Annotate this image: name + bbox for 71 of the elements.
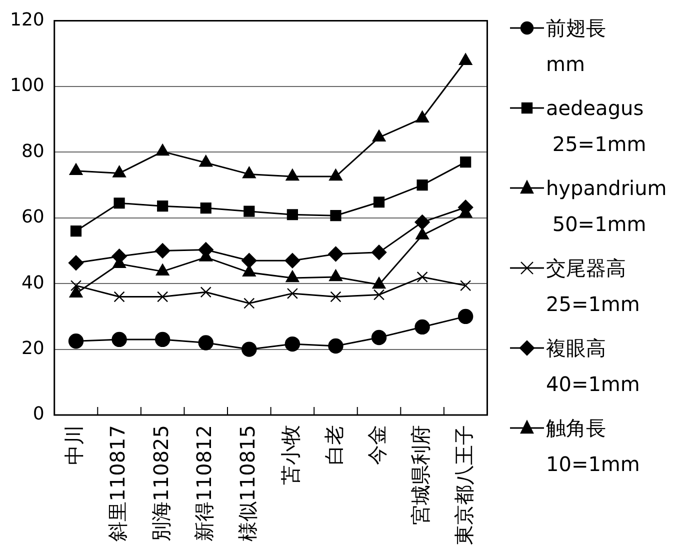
- legend-label: 複眼高 40=1mm: [546, 335, 640, 398]
- point: [70, 225, 82, 237]
- point: [329, 168, 342, 181]
- point: [242, 253, 257, 268]
- point: [371, 330, 387, 346]
- point: [242, 166, 256, 178]
- point: [68, 255, 84, 271]
- point: [330, 291, 342, 302]
- point: [286, 168, 300, 181]
- x-tick-label: 中川: [62, 425, 86, 465]
- point: [198, 335, 214, 350]
- point: [242, 264, 256, 277]
- point: [414, 319, 430, 335]
- y-tick-label: 0: [32, 404, 44, 425]
- point: [284, 253, 300, 268]
- point: [70, 280, 82, 292]
- x-tick-label: 今金: [365, 425, 390, 465]
- point: [460, 156, 472, 168]
- x-tick-label: 様似110815: [235, 425, 260, 542]
- point: [157, 291, 168, 302]
- x-tick-label: 苫小牧: [278, 425, 303, 485]
- point: [286, 288, 298, 300]
- y-tick-label: 120: [10, 9, 44, 30]
- point: [157, 200, 168, 212]
- point: [328, 338, 344, 354]
- y-tick-label: 20: [21, 338, 44, 359]
- point: [156, 144, 170, 156]
- point: [458, 308, 474, 324]
- point: [112, 166, 126, 178]
- y-tick-label: 100: [10, 75, 44, 96]
- x-tick-label: 白老: [322, 425, 346, 465]
- point: [68, 333, 84, 349]
- point: [156, 264, 170, 276]
- point: [330, 210, 342, 222]
- point: [414, 214, 430, 230]
- point: [373, 289, 385, 300]
- point: [373, 196, 385, 208]
- point: [200, 202, 212, 214]
- legend-label: 交尾器高 25=1mm: [546, 255, 640, 318]
- point: [244, 298, 255, 309]
- point: [112, 332, 127, 348]
- point: [199, 155, 213, 167]
- point: [328, 246, 344, 262]
- point: [200, 286, 212, 298]
- point: [154, 243, 170, 258]
- point: [242, 342, 257, 357]
- x-tick-label: 別海110825: [148, 425, 173, 542]
- point: [460, 280, 472, 292]
- point: [114, 198, 125, 209]
- point: [416, 180, 428, 191]
- point: [286, 209, 298, 220]
- legend-label: 触角長 10=1mm: [546, 415, 640, 478]
- y-tick-label: 80: [21, 140, 44, 162]
- point: [284, 336, 300, 352]
- y-tick-label: 60: [21, 206, 44, 228]
- point: [416, 228, 429, 240]
- legend-label: hypandrium 50=1mm: [546, 175, 667, 238]
- x-tick-label: 新得110812: [192, 425, 216, 542]
- point: [416, 271, 428, 283]
- point: [114, 291, 125, 302]
- point: [458, 53, 472, 65]
- point: [372, 130, 386, 142]
- point: [244, 206, 255, 217]
- x-tick-label: 東京都八王子: [452, 425, 476, 545]
- point: [371, 244, 387, 260]
- x-tick-label: 宮城県利府: [408, 425, 433, 525]
- y-tick-label: 40: [21, 272, 44, 294]
- x-tick-label: 斜里110817: [105, 425, 130, 542]
- point: [154, 332, 170, 348]
- point: [69, 163, 83, 176]
- point: [416, 110, 429, 122]
